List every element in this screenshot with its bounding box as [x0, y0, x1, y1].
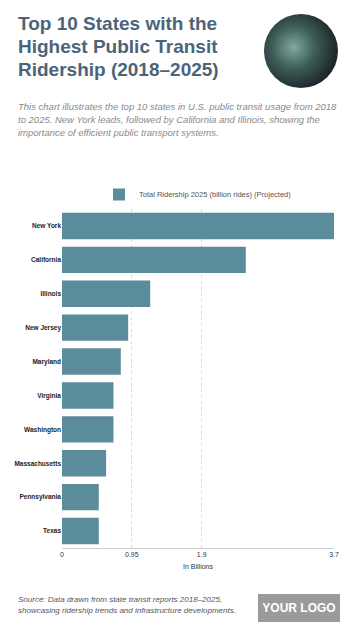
svg-text:0: 0 — [60, 551, 64, 558]
svg-text:Washington: Washington — [24, 426, 61, 434]
svg-text:New York: New York — [32, 222, 61, 229]
svg-text:Texas: Texas — [43, 527, 61, 534]
svg-text:Virginia: Virginia — [37, 392, 61, 400]
svg-text:1.9: 1.9 — [197, 551, 207, 558]
html-text:Source: Data drawn from state: Source: Data drawn from state transit re… — [18, 595, 236, 615]
svg-text:New Jersey: New Jersey — [25, 324, 61, 332]
svg-text:0.95: 0.95 — [125, 551, 139, 558]
svg-text:Total Ridership 2025 (billion: Total Ridership 2025 (billion rides) (Pr… — [139, 190, 291, 199]
html-text:Top 10 States with the Highest: Top 10 States with the Highest Public Tr… — [18, 13, 219, 80]
svg-text:3.7: 3.7 — [329, 551, 339, 558]
svg-text:Pennsylvania: Pennsylvania — [19, 493, 61, 501]
svg-text:In Billions: In Billions — [183, 563, 213, 570]
html-text:This chart illustrates the top: This chart illustrates the top 10 states… — [18, 101, 337, 138]
svg-text:California: California — [31, 256, 61, 263]
html-text:YOUR LOGO: YOUR LOGO — [262, 601, 336, 615]
svg-text:Massachusetts: Massachusetts — [14, 460, 61, 467]
svg-text:Maryland: Maryland — [32, 358, 61, 366]
svg-text:Illinois: Illinois — [40, 290, 61, 297]
